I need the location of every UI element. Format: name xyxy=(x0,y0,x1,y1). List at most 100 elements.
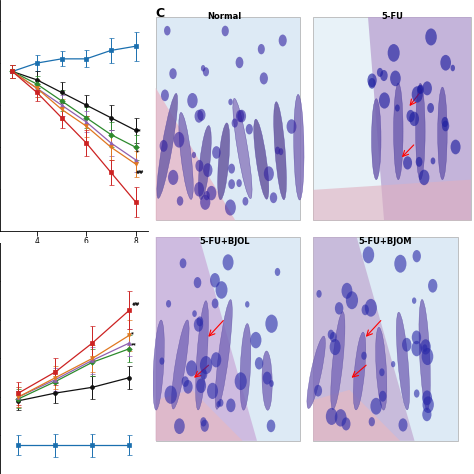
Ellipse shape xyxy=(215,300,232,410)
Circle shape xyxy=(270,192,277,203)
Circle shape xyxy=(203,163,212,177)
Circle shape xyxy=(232,118,238,128)
Circle shape xyxy=(391,361,395,367)
Circle shape xyxy=(212,146,221,159)
Circle shape xyxy=(194,277,201,288)
Ellipse shape xyxy=(273,102,286,200)
Circle shape xyxy=(440,55,451,71)
Circle shape xyxy=(237,109,246,122)
Ellipse shape xyxy=(157,93,178,198)
Circle shape xyxy=(422,82,432,95)
Circle shape xyxy=(161,90,169,101)
Circle shape xyxy=(245,301,249,308)
Circle shape xyxy=(369,417,375,426)
Circle shape xyxy=(419,170,429,185)
Circle shape xyxy=(203,67,209,76)
Text: 5-FU: 5-FU xyxy=(381,12,403,21)
Circle shape xyxy=(194,182,204,197)
Polygon shape xyxy=(313,390,400,441)
Circle shape xyxy=(412,330,421,344)
Text: **: ** xyxy=(136,128,141,133)
Circle shape xyxy=(180,258,186,268)
Circle shape xyxy=(222,26,229,36)
Circle shape xyxy=(166,300,171,308)
Ellipse shape xyxy=(153,320,164,410)
Circle shape xyxy=(192,310,197,317)
Circle shape xyxy=(159,357,164,365)
Circle shape xyxy=(195,160,203,172)
Ellipse shape xyxy=(262,351,272,410)
Text: 5-FU+BJOM: 5-FU+BJOM xyxy=(359,237,412,246)
Ellipse shape xyxy=(419,300,430,410)
Ellipse shape xyxy=(416,83,425,180)
Circle shape xyxy=(414,390,419,398)
Circle shape xyxy=(422,408,431,421)
Circle shape xyxy=(246,124,253,135)
Polygon shape xyxy=(313,180,471,220)
Text: 5-FU+BJOL: 5-FU+BJOL xyxy=(200,237,250,246)
Circle shape xyxy=(203,191,210,200)
Circle shape xyxy=(228,179,235,189)
Text: ##: ## xyxy=(131,302,139,307)
Ellipse shape xyxy=(218,123,229,200)
Circle shape xyxy=(225,200,236,216)
Circle shape xyxy=(223,254,234,270)
Circle shape xyxy=(422,396,434,413)
Circle shape xyxy=(418,84,424,94)
Text: Normal: Normal xyxy=(208,12,242,21)
FancyBboxPatch shape xyxy=(313,17,471,220)
Circle shape xyxy=(412,297,416,304)
Circle shape xyxy=(187,93,198,108)
Text: **: ** xyxy=(131,342,137,347)
Circle shape xyxy=(317,290,322,298)
Circle shape xyxy=(235,372,247,390)
Circle shape xyxy=(263,372,272,384)
Circle shape xyxy=(260,73,268,84)
Circle shape xyxy=(177,196,183,206)
Circle shape xyxy=(200,417,207,427)
Circle shape xyxy=(451,140,461,155)
Circle shape xyxy=(168,170,178,185)
Circle shape xyxy=(377,68,383,77)
Circle shape xyxy=(194,110,203,123)
Circle shape xyxy=(211,352,221,367)
Polygon shape xyxy=(313,237,415,441)
Ellipse shape xyxy=(294,94,304,200)
Circle shape xyxy=(342,418,350,430)
Circle shape xyxy=(197,109,206,121)
Circle shape xyxy=(255,357,264,370)
Circle shape xyxy=(169,68,177,79)
Text: *: * xyxy=(136,149,138,154)
Circle shape xyxy=(362,304,369,315)
Ellipse shape xyxy=(331,311,345,410)
Circle shape xyxy=(236,57,243,68)
Circle shape xyxy=(412,86,423,102)
Circle shape xyxy=(411,341,422,356)
Circle shape xyxy=(394,255,406,273)
Ellipse shape xyxy=(254,119,269,199)
Circle shape xyxy=(269,380,274,387)
Ellipse shape xyxy=(396,312,410,410)
Circle shape xyxy=(361,352,367,360)
Circle shape xyxy=(416,157,422,167)
Circle shape xyxy=(264,166,274,181)
Circle shape xyxy=(201,369,207,380)
Circle shape xyxy=(380,70,388,81)
Circle shape xyxy=(422,348,433,365)
Ellipse shape xyxy=(393,83,403,180)
Circle shape xyxy=(228,164,235,173)
Circle shape xyxy=(258,44,265,55)
Circle shape xyxy=(192,152,196,158)
Circle shape xyxy=(250,332,262,348)
FancyBboxPatch shape xyxy=(313,237,458,441)
Ellipse shape xyxy=(179,112,193,200)
Circle shape xyxy=(417,85,423,94)
Circle shape xyxy=(346,292,358,309)
Circle shape xyxy=(201,419,209,432)
Circle shape xyxy=(265,315,278,333)
Circle shape xyxy=(279,35,287,46)
Circle shape xyxy=(335,302,343,315)
Text: ##: ## xyxy=(136,170,143,175)
Polygon shape xyxy=(368,17,471,220)
Circle shape xyxy=(218,399,223,407)
